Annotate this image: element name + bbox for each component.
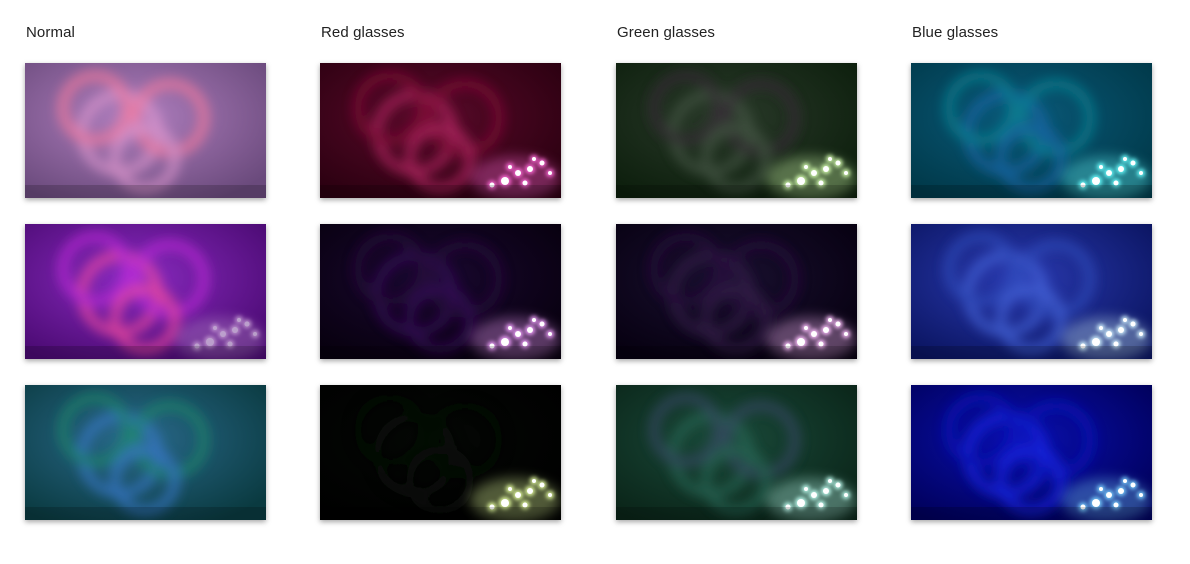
photo-3-0 <box>911 63 1152 198</box>
light-rings <box>58 71 209 193</box>
light-rings <box>944 232 1095 354</box>
photo-floor-shadow <box>25 507 266 520</box>
light-rings <box>58 232 209 354</box>
photo-2-1 <box>616 224 857 359</box>
photo-3-2 <box>911 385 1152 520</box>
photo-1-0 <box>320 63 561 198</box>
photo-floor-shadow <box>25 346 266 359</box>
light-rings <box>649 232 800 354</box>
photo-2-2 <box>616 385 857 520</box>
light-rings <box>353 71 504 193</box>
light-cluster <box>175 316 265 359</box>
photo-floor-shadow <box>616 346 857 359</box>
light-cluster <box>766 477 856 520</box>
photo-floor-shadow <box>320 346 561 359</box>
light-cluster <box>470 155 560 198</box>
light-cluster <box>470 477 560 520</box>
light-rings <box>944 393 1095 515</box>
light-rings <box>58 393 209 515</box>
light-cluster <box>1061 316 1151 359</box>
photo-3-1 <box>911 224 1152 359</box>
photo-floor-shadow <box>320 185 561 198</box>
photo-floor-shadow <box>25 185 266 198</box>
photo-floor-shadow <box>911 346 1152 359</box>
photo-0-1 <box>25 224 266 359</box>
photo-floor-shadow <box>616 185 857 198</box>
photo-floor-shadow <box>320 507 561 520</box>
photo-2-0 <box>616 63 857 198</box>
photo-1-2 <box>320 385 561 520</box>
light-rings <box>649 71 800 193</box>
light-cluster <box>766 155 856 198</box>
light-cluster <box>470 316 560 359</box>
column-label-2: Green glasses <box>617 24 716 41</box>
column-label-3: Blue glasses <box>912 24 999 41</box>
light-cluster <box>766 316 856 359</box>
photo-0-0 <box>25 63 266 198</box>
column-label-0: Normal <box>26 24 75 41</box>
photo-floor-shadow <box>911 507 1152 520</box>
photo-0-2 <box>25 385 266 520</box>
photo-1-1 <box>320 224 561 359</box>
light-cluster <box>1061 155 1151 198</box>
photo-floor-shadow <box>616 507 857 520</box>
light-rings <box>649 393 800 515</box>
light-rings <box>944 71 1095 193</box>
light-rings <box>353 232 504 354</box>
light-rings <box>353 393 504 515</box>
column-label-1: Red glasses <box>321 24 405 41</box>
light-cluster <box>1061 477 1151 520</box>
photo-floor-shadow <box>911 185 1152 198</box>
